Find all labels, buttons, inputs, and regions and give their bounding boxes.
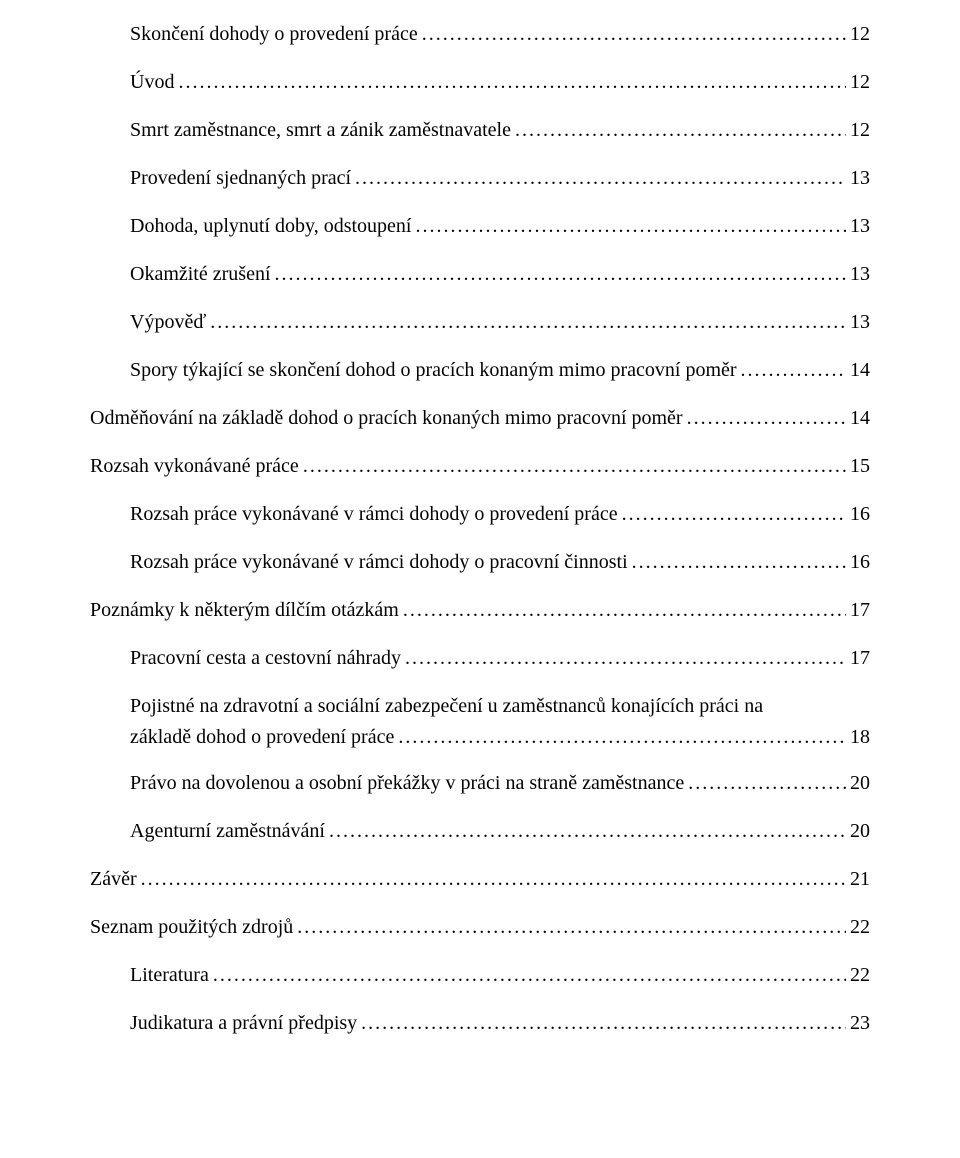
toc-label: Pracovní cesta a cestovní náhrady	[130, 644, 401, 672]
toc-leader-dots	[398, 726, 846, 749]
toc-label: Poznámky k některým dílčím otázkám	[90, 596, 399, 624]
toc-entry: Judikatura a právní předpisy 23	[90, 1009, 870, 1037]
toc-label: Úvod	[130, 68, 174, 96]
toc-leader-dots	[741, 356, 846, 384]
toc-label: Judikatura a právní předpisy	[130, 1009, 357, 1037]
toc-label: Okamžité zrušení	[130, 260, 271, 288]
toc-label: Spory týkající se skončení dohod o prací…	[130, 356, 737, 384]
toc-leader-dots	[622, 500, 846, 528]
toc-label: základě dohod o provedení práce	[130, 726, 394, 749]
toc-entry: Závěr 21	[90, 865, 870, 893]
toc-leader-dots	[303, 452, 846, 480]
toc-entry: Rozsah práce vykonávané v rámci dohody o…	[90, 548, 870, 576]
toc-page-number: 17	[850, 596, 870, 624]
toc-label: Skončení dohody o provedení práce	[130, 20, 418, 48]
toc-label: Dohoda, uplynutí doby, odstoupení	[130, 212, 411, 240]
toc-page-number: 14	[850, 356, 870, 384]
toc-page-number: 12	[850, 116, 870, 144]
toc-page-number: 23	[850, 1009, 870, 1037]
toc-leader-dots	[355, 164, 846, 192]
toc-label: Závěr	[90, 865, 137, 893]
toc-leader-dots	[405, 644, 846, 672]
toc-entry: Spory týkající se skončení dohod o prací…	[90, 356, 870, 384]
toc-entry: Rozsah práce vykonávané v rámci dohody o…	[90, 500, 870, 528]
toc-label: Rozsah vykonávané práce	[90, 452, 299, 480]
toc-leader-dots	[297, 913, 846, 941]
toc-page-number: 20	[850, 769, 870, 797]
toc-leader-dots	[403, 596, 846, 624]
toc-label: Seznam použitých zdrojů	[90, 913, 293, 941]
toc-page-number: 16	[850, 548, 870, 576]
toc-entry: Skončení dohody o provedení práce 12	[90, 20, 870, 48]
toc-label: Smrt zaměstnance, smrt a zánik zaměstnav…	[130, 116, 511, 144]
toc-page-number: 13	[850, 164, 870, 192]
toc-page-number: 22	[850, 913, 870, 941]
toc-leader-dots	[632, 548, 846, 576]
toc-leader-dots	[210, 308, 846, 336]
toc-entry: Seznam použitých zdrojů 22	[90, 913, 870, 941]
toc-leader-dots	[361, 1009, 846, 1037]
toc-page-number: 22	[850, 961, 870, 989]
toc-entry: Pracovní cesta a cestovní náhrady 17	[90, 644, 870, 672]
toc-entry: Agenturní zaměstnávání 20	[90, 817, 870, 845]
toc-page-number: 13	[850, 212, 870, 240]
toc-leader-dots	[687, 404, 846, 432]
table-of-contents: Skončení dohody o provedení práce 12 Úvod 1…	[90, 20, 870, 1037]
toc-leader-dots	[178, 68, 846, 96]
toc-entry: Okamžité zrušení 13	[90, 260, 870, 288]
toc-page-number: 16	[850, 500, 870, 528]
toc-page-number: 14	[850, 404, 870, 432]
toc-entry: Dohoda, uplynutí doby, odstoupení 13	[90, 212, 870, 240]
toc-label: Odměňování na základě dohod o pracích ko…	[90, 404, 683, 432]
toc-leader-dots	[329, 817, 846, 845]
toc-leader-dots	[141, 865, 846, 893]
toc-label: Provedení sjednaných prací	[130, 164, 351, 192]
toc-entry: Pojistné na zdravotní a sociální zabezpe…	[90, 692, 870, 749]
toc-label: Rozsah práce vykonávané v rámci dohody o…	[130, 500, 618, 528]
toc-page-number: 13	[850, 260, 870, 288]
toc-page-number: 21	[850, 865, 870, 893]
toc-leader-dots	[275, 260, 847, 288]
toc-label: Rozsah práce vykonávané v rámci dohody o…	[130, 548, 628, 576]
toc-leader-dots	[422, 20, 846, 48]
toc-entry: Literatura 22	[90, 961, 870, 989]
toc-label: Výpověď	[130, 308, 206, 336]
toc-page-number: 13	[850, 308, 870, 336]
toc-leader-dots	[415, 212, 846, 240]
toc-label: Literatura	[130, 961, 209, 989]
toc-entry: Poznámky k některým dílčím otázkám 17	[90, 596, 870, 624]
toc-leader-dots	[688, 769, 846, 797]
toc-page-number: 12	[850, 20, 870, 48]
toc-label: Pojistné na zdravotní a sociální zabezpe…	[130, 692, 870, 720]
toc-page-number: 20	[850, 817, 870, 845]
toc-entry: Rozsah vykonávané práce 15	[90, 452, 870, 480]
toc-leader-dots	[515, 116, 846, 144]
toc-entry: Úvod 12	[90, 68, 870, 96]
toc-page-number: 17	[850, 644, 870, 672]
toc-page-number: 15	[850, 452, 870, 480]
toc-page-number: 12	[850, 68, 870, 96]
toc-entry: Smrt zaměstnance, smrt a zánik zaměstnav…	[90, 116, 870, 144]
toc-entry: Právo na dovolenou a osobní překážky v p…	[90, 769, 870, 797]
toc-entry: Odměňování na základě dohod o pracích ko…	[90, 404, 870, 432]
toc-entry: Provedení sjednaných prací 13	[90, 164, 870, 192]
toc-page-number: 18	[850, 726, 870, 749]
toc-label: Právo na dovolenou a osobní překážky v p…	[130, 769, 684, 797]
toc-leader-dots	[213, 961, 846, 989]
toc-entry: Výpověď 13	[90, 308, 870, 336]
toc-label: Agenturní zaměstnávání	[130, 817, 325, 845]
